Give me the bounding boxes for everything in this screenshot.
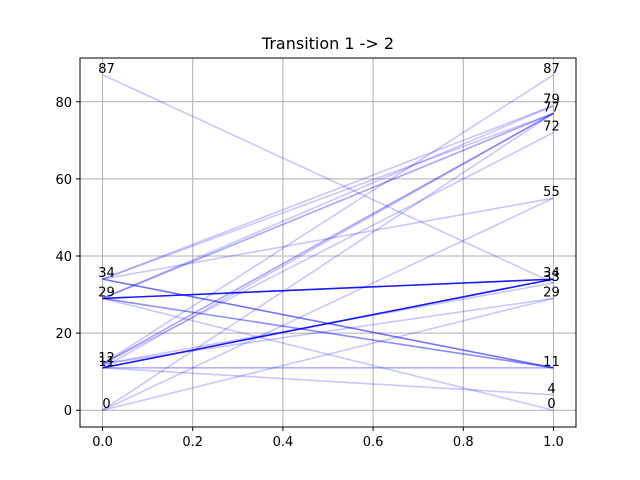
right-point-label: 72 <box>543 120 560 135</box>
series-line <box>102 104 554 280</box>
right-point-label: 55 <box>543 185 560 200</box>
series-line <box>102 278 554 369</box>
series-line <box>102 112 554 280</box>
series-line <box>102 112 554 411</box>
series-line <box>102 197 554 411</box>
series-lines <box>102 74 554 412</box>
series-line <box>102 131 554 365</box>
series-line <box>102 278 554 300</box>
left-point-label: 87 <box>98 62 115 77</box>
right-point-label: 87 <box>543 62 560 77</box>
right-point-label: 34 <box>543 266 560 281</box>
y-tick-label: 0 <box>64 404 72 419</box>
chart-title: Transition 1 -> 2 <box>261 34 394 53</box>
x-tick-label: 0.2 <box>182 435 203 450</box>
series-line <box>102 297 554 412</box>
series-line <box>102 74 554 284</box>
left-point-label: 0 <box>102 397 110 412</box>
y-tick-label: 40 <box>55 250 72 265</box>
right-point-label: 11 <box>543 355 560 370</box>
y-tick-label: 20 <box>55 327 72 342</box>
series-line <box>102 104 554 300</box>
right-point-label: 33 <box>543 270 560 285</box>
x-tick-label: 1.0 <box>543 435 564 450</box>
series-line <box>102 297 554 412</box>
right-point-label: 4 <box>547 382 555 397</box>
right-point-label: 77 <box>543 100 560 115</box>
x-tick-label: 0.6 <box>363 435 384 450</box>
series-line <box>102 197 554 280</box>
grid <box>80 58 576 427</box>
plot-frame <box>79 57 577 428</box>
series-line <box>102 112 554 369</box>
x-tick-label: 0.4 <box>273 435 294 450</box>
left-point-label: 29 <box>98 285 115 300</box>
series-line <box>102 297 554 369</box>
left-point-label: 12 <box>98 351 115 366</box>
left-point-label: 34 <box>98 266 115 281</box>
right-point-label: 0 <box>547 397 555 412</box>
x-tick-label: 0.8 <box>453 435 474 450</box>
series-line <box>102 112 554 365</box>
right-point-label: 79 <box>543 93 560 108</box>
series-line <box>102 74 554 365</box>
x-tick-label: 0.0 <box>92 435 113 450</box>
right-point-label: 29 <box>543 285 560 300</box>
y-tick-label: 80 <box>55 96 72 111</box>
series-line <box>102 112 554 300</box>
y-tick-label: 60 <box>55 173 72 188</box>
left-point-label: 11 <box>98 355 115 370</box>
series-line <box>102 367 554 396</box>
